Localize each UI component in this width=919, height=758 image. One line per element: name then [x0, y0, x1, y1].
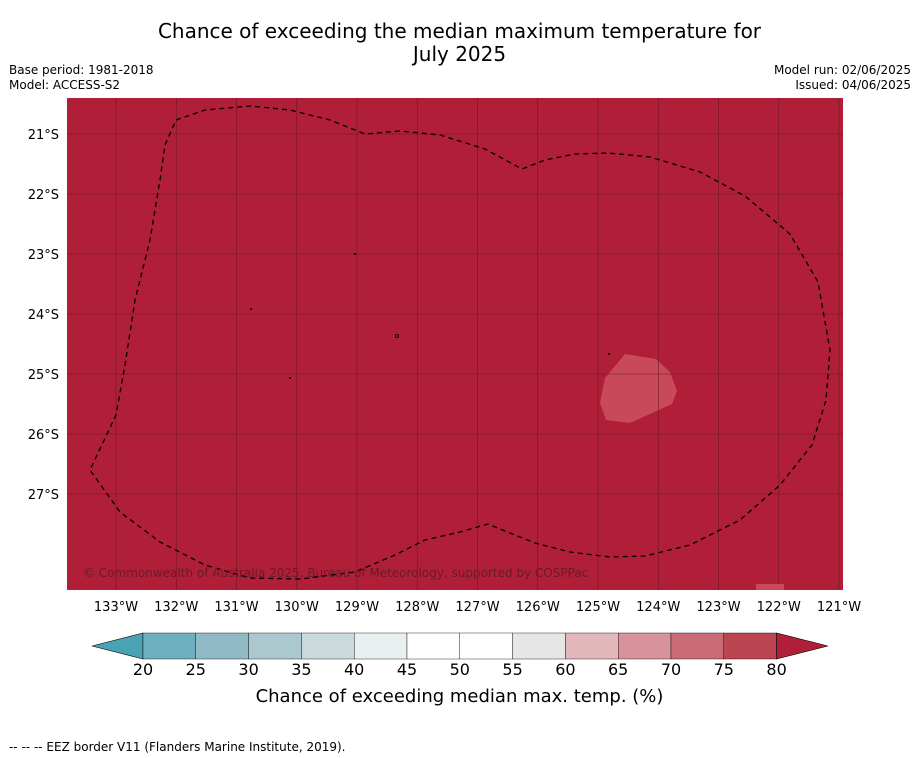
colorbar-tick-label: 70 — [660, 660, 682, 679]
model-name: Model: ACCESS-S2 — [9, 78, 121, 92]
island-markers — [250, 253, 610, 379]
colorbar-segment — [195, 632, 249, 660]
colorbar-segment — [512, 632, 566, 660]
colorbar-tick-label: 50 — [449, 660, 470, 679]
island-marker — [394, 333, 399, 338]
colorbar-title: Chance of exceeding median max. temp. (%… — [255, 686, 664, 707]
island-marker — [608, 353, 610, 355]
colorbar-tick-label: 45 — [396, 660, 418, 679]
base-period: Base period: 1981-2018 — [9, 63, 154, 77]
probability-anomaly-patch — [600, 354, 677, 423]
map-gridlines — [67, 98, 843, 590]
latitude-tick-labels: 21°S 22°S 23°S 24°S 25°S 26°S 27°S — [28, 128, 59, 503]
latitude-tick-label: 22°S — [28, 188, 59, 203]
latitude-tick-label: 27°S — [28, 488, 59, 503]
longitude-tick-labels: 133°W 132°W 131°W 130°W 129°W 128°W 127°W 126°W… — [94, 600, 861, 615]
longitude-tick-label: 133°W — [94, 600, 138, 615]
issued-date: Issued: 04/06/2025 — [795, 78, 911, 92]
island-marker — [354, 253, 356, 255]
longitude-tick-label: 122°W — [757, 600, 801, 615]
island-marker — [250, 308, 252, 310]
eez-border-line — [89, 105, 831, 580]
chart-title-line1: Chance of exceeding the median maximum t… — [157, 19, 762, 43]
eez-footnote: -- -- -- EEZ border V11 (Flanders Marine… — [9, 740, 346, 754]
colorbar-tick-label: 75 — [713, 660, 734, 679]
colorbar — [91, 632, 829, 660]
colorbar-tick-label: 65 — [608, 660, 629, 679]
longitude-tick-label: 125°W — [576, 600, 620, 615]
longitude-tick-label: 130°W — [275, 600, 319, 615]
colorbar-segment — [301, 632, 355, 660]
colorbar-tick-label: 35 — [291, 660, 312, 679]
colorbar-segment — [723, 632, 777, 660]
map-edge-patch — [756, 584, 784, 590]
latitude-tick-label: 24°S — [28, 308, 59, 323]
colorbar-segment — [406, 632, 460, 660]
latitude-tick-label: 23°S — [28, 248, 59, 263]
colorbar-tick-label: 40 — [344, 660, 365, 679]
longitude-tick-label: 123°W — [696, 600, 740, 615]
colorbar-segment — [354, 632, 408, 660]
longitude-tick-label: 124°W — [636, 600, 680, 615]
colorbar-segment — [142, 632, 196, 660]
colorbar-tick-label: 25 — [185, 660, 206, 679]
longitude-tick-label: 121°W — [817, 600, 861, 615]
colorbar-tick-label: 55 — [502, 660, 523, 679]
colorbar-tick-label: 60 — [555, 660, 576, 679]
latitude-tick-label: 21°S — [28, 128, 59, 143]
longitude-tick-label: 132°W — [154, 600, 198, 615]
island-marker — [289, 377, 291, 379]
colorbar-tick-label: 80 — [766, 660, 787, 679]
longitude-tick-label: 128°W — [395, 600, 439, 615]
colorbar-tick-label: 30 — [238, 660, 259, 679]
longitude-tick-label: 126°W — [516, 600, 560, 615]
colorbar-tick-label: 20 — [132, 660, 154, 679]
longitude-tick-label: 131°W — [214, 600, 258, 615]
copyright-notice: © Commonwealth of Australia 2025, Bureau… — [83, 566, 588, 580]
colorbar-extend-high — [776, 632, 829, 660]
chart-title-line2: July 2025 — [412, 42, 507, 66]
colorbar-segment — [459, 632, 513, 660]
colorbar-segment — [670, 632, 724, 660]
latitude-tick-label: 25°S — [28, 368, 59, 383]
colorbar-segment — [565, 632, 619, 660]
model-run: Model run: 02/06/2025 — [773, 63, 911, 77]
map-field — [67, 98, 843, 590]
colorbar-extend-low — [91, 632, 144, 660]
longitude-tick-label: 129°W — [335, 600, 379, 615]
latitude-tick-label: 26°S — [28, 428, 59, 443]
colorbar-segment — [618, 632, 672, 660]
colorbar-segment — [248, 632, 302, 660]
longitude-tick-label: 127°W — [455, 600, 499, 615]
